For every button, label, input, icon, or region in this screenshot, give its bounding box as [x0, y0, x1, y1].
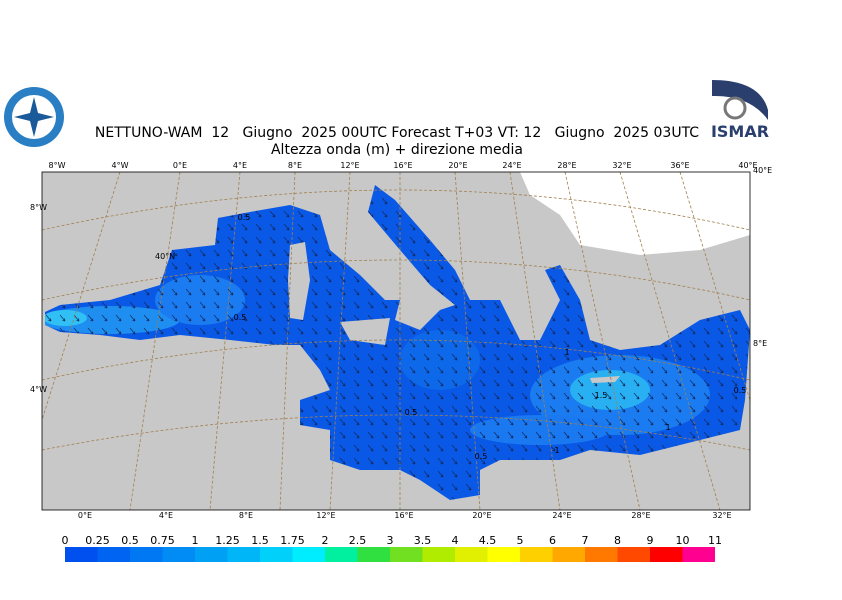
colorbar-segment: [227, 547, 260, 562]
colorbar-segment: [617, 547, 650, 562]
colorbar-label: 1.75: [280, 534, 305, 547]
bottom-label: 20°E: [472, 511, 491, 520]
bottom-label: 0°E: [78, 511, 92, 520]
colorbar-label: 5: [517, 534, 524, 547]
map-frame: [41, 171, 751, 511]
contour-label: 1: [665, 423, 670, 432]
colorbar-segment: [97, 547, 130, 562]
colorbar-label: 0.25: [85, 534, 110, 547]
contour-label: 0.5: [405, 408, 418, 417]
bottom-label: 28°E: [631, 511, 650, 520]
top-label: 4°W: [112, 161, 129, 170]
colorbar-label: 3.5: [414, 534, 432, 547]
logo-right: ISMAR: [710, 78, 770, 141]
colorbar-label: 10: [676, 534, 690, 547]
colorbar-segment: [260, 547, 293, 562]
colorbar-label: 4.5: [479, 534, 497, 547]
colorbar-segment: [162, 547, 195, 562]
logo-left: [4, 87, 64, 147]
top-label: 0°E: [173, 161, 187, 170]
contour-label: 0.5: [234, 313, 247, 322]
left-label: 40°N: [155, 252, 175, 261]
colorbar-segment: [390, 547, 423, 562]
bottom-label: 32°E: [712, 511, 731, 520]
left-label: 8°W: [30, 203, 47, 212]
colorbar-label: 7: [582, 534, 589, 547]
top-label: 8°E: [288, 161, 302, 170]
colorbar-label: 0.75: [150, 534, 175, 547]
bottom-label: 8°E: [239, 511, 253, 520]
contour-label: 0.5: [475, 452, 488, 461]
colorbar-segment: [325, 547, 358, 562]
top-label: 12°E: [340, 161, 359, 170]
top-label: 40°E: [738, 161, 757, 170]
top-label: 24°E: [502, 161, 521, 170]
top-label: 20°E: [448, 161, 467, 170]
top-label: 28°E: [557, 161, 576, 170]
contour-label: 0.5: [238, 213, 251, 222]
bottom-label: 16°E: [394, 511, 413, 520]
title: NETTUNO-WAM 12 Giugno 2025 00UTC Forecas…: [95, 125, 699, 141]
colorbar-segment: [65, 547, 98, 562]
right-label: 8°E: [753, 339, 767, 348]
colorbar-label: 1.5: [251, 534, 269, 547]
colorbar-label: 2: [322, 534, 329, 547]
map: [42, 172, 750, 510]
colorbar-label: 11: [708, 534, 722, 547]
logo-text: ISMAR: [711, 122, 769, 141]
colorbar-label: 8: [614, 534, 621, 547]
contour-label: 1: [564, 348, 569, 357]
colorbar-segment: [195, 547, 228, 562]
colorbar-segment: [552, 547, 585, 562]
contour-label: 1.5: [595, 391, 608, 400]
colorbar-label: 2.5: [349, 534, 367, 547]
colorbar-segment: [520, 547, 553, 562]
colorbar-segment: [455, 547, 488, 562]
contour-label: 0.5: [734, 386, 747, 395]
colorbar-label: 1.25: [215, 534, 240, 547]
right-label: 40°E: [753, 166, 772, 175]
top-label: 4°E: [233, 161, 247, 170]
bottom-label: 4°E: [159, 511, 173, 520]
colorbar-segment: [292, 547, 325, 562]
top-label: 8°W: [49, 161, 66, 170]
colorbar-label: 6: [549, 534, 556, 547]
colorbar-label: 9: [647, 534, 654, 547]
top-label: 32°E: [612, 161, 631, 170]
colorbar-segment: [585, 547, 618, 562]
top-label: 16°E: [393, 161, 412, 170]
colorbar-segment: [357, 547, 390, 562]
colorbar-segment: [682, 547, 715, 562]
colorbar-label: 0: [62, 534, 69, 547]
colorbar-label: 0.5: [121, 534, 139, 547]
colorbar-segment: [650, 547, 683, 562]
left-label: 4°W: [30, 385, 47, 394]
colorbar-label: 3: [387, 534, 394, 547]
bottom-label: 24°E: [552, 511, 571, 520]
colorbar-label: 4: [452, 534, 459, 547]
top-label: 36°E: [670, 161, 689, 170]
colorbar-segment: [422, 547, 455, 562]
subtitle: Altezza onda (m) + direzione media: [271, 142, 523, 158]
contour-label: 1: [554, 446, 559, 455]
colorbar-segment: [487, 547, 520, 562]
bottom-label: 12°E: [316, 511, 335, 520]
colorbar-segment: [130, 547, 163, 562]
colorbar-label: 1: [192, 534, 199, 547]
